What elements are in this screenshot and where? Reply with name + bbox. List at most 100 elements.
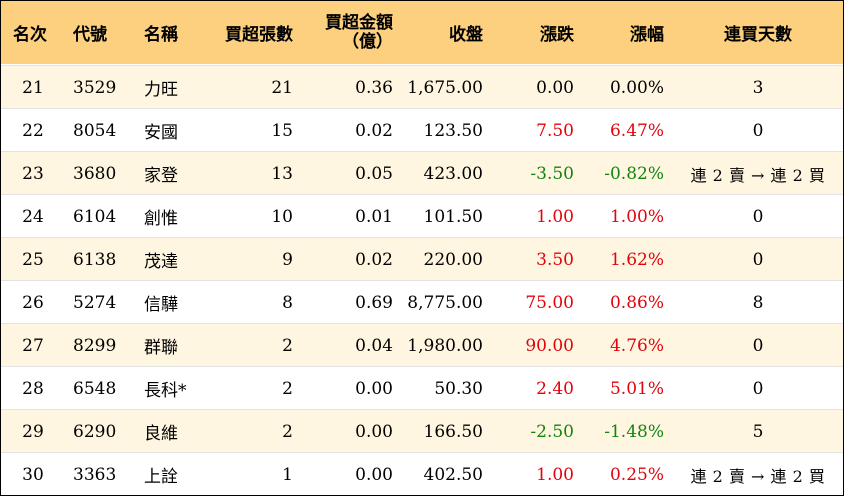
rank-cell: 29 bbox=[22, 421, 44, 442]
rank-cell: 30 bbox=[22, 464, 44, 485]
consecutive-days-cell: 0 bbox=[752, 120, 764, 141]
net-buy-amount-cell: 0.01 bbox=[355, 206, 393, 227]
header-net-buy-amount: 買超金額 （億） bbox=[301, 1, 393, 64]
net-buy-amount-cell: 0.69 bbox=[355, 292, 393, 313]
header-change: 漲跌 bbox=[540, 25, 574, 45]
change-pct-cell: 0.25% bbox=[609, 464, 664, 485]
header-rank: 名次 bbox=[13, 25, 47, 45]
change-pct-cell: 5.01% bbox=[609, 378, 664, 399]
net-buy-lots-cell: 15 bbox=[271, 120, 293, 141]
net-buy-amount-cell: 0.00 bbox=[355, 421, 393, 442]
header-net-buy-amount-line2: （億） bbox=[342, 31, 393, 52]
table-row: 23 3680 家登 13 0.05 423.00 -3.50 -0.82% 連 2 賣 → 連… bbox=[1, 151, 843, 195]
net-buy-lots-cell: 9 bbox=[282, 249, 293, 270]
net-buy-lots-cell: 8 bbox=[282, 292, 293, 313]
code-cell: 8054 bbox=[73, 120, 117, 141]
change-cell: 2.40 bbox=[536, 378, 574, 399]
change-cell: 3.50 bbox=[536, 249, 574, 270]
net-buy-amount-cell: 0.00 bbox=[355, 464, 393, 485]
name-cell: 上詮 bbox=[144, 467, 178, 487]
name-cell: 創惟 bbox=[144, 209, 178, 229]
table-row: 27 8299 群聯 2 0.04 1,980.00 90.00 4.76% 0 bbox=[1, 323, 843, 367]
code-cell: 6548 bbox=[73, 378, 117, 399]
net-buy-lots-cell: 2 bbox=[282, 378, 293, 399]
table-row: 24 6104 創惟 10 0.01 101.50 1.00 1.00% 0 bbox=[1, 194, 843, 238]
code-cell: 3529 bbox=[73, 77, 117, 98]
name-cell: 家登 bbox=[144, 166, 178, 186]
table-row: 25 6138 茂達 9 0.02 220.00 3.50 1.62% 0 bbox=[1, 237, 843, 281]
close-price-cell: 101.50 bbox=[423, 206, 483, 227]
name-cell: 信驊 bbox=[144, 295, 178, 315]
header-code: 代號 bbox=[73, 25, 107, 45]
code-cell: 3363 bbox=[73, 464, 117, 485]
table-row: 21 3529 力旺 21 0.36 1,675.00 0.00 0.00% 3 bbox=[1, 65, 843, 109]
close-price-cell: 1,980.00 bbox=[407, 335, 483, 356]
net-buy-amount-cell: 0.02 bbox=[355, 120, 393, 141]
close-price-cell: 402.50 bbox=[423, 464, 483, 485]
change-pct-cell: 4.76% bbox=[609, 335, 664, 356]
code-cell: 6138 bbox=[73, 249, 117, 270]
consecutive-days-cell: 0 bbox=[752, 378, 764, 399]
consecutive-days-cell: 0 bbox=[752, 206, 764, 227]
consecutive-days-cell: 3 bbox=[752, 77, 764, 98]
code-cell: 6104 bbox=[73, 206, 117, 227]
net-buy-lots-cell: 21 bbox=[271, 77, 293, 98]
name-cell: 茂達 bbox=[144, 252, 178, 272]
table-row: 30 3363 上詮 1 0.00 402.50 1.00 0.25% 連 2 賣 → 連 2 … bbox=[1, 452, 843, 495]
table-row: 22 8054 安國 15 0.02 123.50 7.50 6.47% 0 bbox=[1, 108, 843, 152]
change-pct-cell: 1.62% bbox=[609, 249, 664, 270]
net-buy-amount-cell: 0.36 bbox=[355, 77, 393, 98]
change-cell: 90.00 bbox=[525, 335, 574, 356]
name-cell: 群聯 bbox=[144, 338, 178, 358]
consecutive-days-cell: 0 bbox=[752, 249, 764, 270]
header-name: 名稱 bbox=[144, 25, 178, 45]
net-buy-amount-cell: 0.02 bbox=[355, 249, 393, 270]
close-price-cell: 220.00 bbox=[423, 249, 483, 270]
net-buy-lots-cell: 13 bbox=[271, 163, 293, 184]
change-cell: 75.00 bbox=[525, 292, 574, 313]
code-cell: 8299 bbox=[73, 335, 117, 356]
rank-cell: 28 bbox=[22, 378, 44, 399]
net-buy-lots-cell: 10 bbox=[271, 206, 293, 227]
consecutive-days-cell: 連 2 賣 → 連 2 買 bbox=[690, 466, 826, 486]
table-row: 28 6548 長科* 2 0.00 50.30 2.40 5.01% 0 bbox=[1, 366, 843, 410]
net-buy-amount-cell: 0.05 bbox=[355, 163, 393, 184]
change-pct-cell: -0.82% bbox=[604, 163, 664, 184]
rank-cell: 22 bbox=[22, 120, 44, 141]
consecutive-days-cell: 5 bbox=[752, 421, 764, 442]
net-buy-lots-cell: 1 bbox=[282, 464, 293, 485]
close-price-cell: 423.00 bbox=[423, 163, 483, 184]
change-pct-cell: 0.86% bbox=[609, 292, 664, 313]
table-header-row: 名次 代號 名稱 買超張數 買超金額 （億） 收盤 漲跌 漲幅 連買天數 bbox=[1, 1, 843, 64]
header-net-buy-amount-line1: 買超金額 bbox=[325, 12, 393, 33]
rank-cell: 26 bbox=[22, 292, 44, 313]
change-cell: 1.00 bbox=[536, 464, 574, 485]
close-price-cell: 8,775.00 bbox=[407, 292, 483, 313]
net-buy-amount-cell: 0.00 bbox=[355, 378, 393, 399]
consecutive-days-cell: 連 2 賣 → 連 2 買 bbox=[690, 165, 826, 185]
rank-cell: 25 bbox=[22, 249, 44, 270]
header-consecutive-days: 連買天數 bbox=[724, 25, 792, 45]
name-cell: 長科* bbox=[144, 381, 187, 401]
net-buy-lots-cell: 2 bbox=[282, 335, 293, 356]
name-cell: 力旺 bbox=[144, 80, 178, 100]
change-cell: 7.50 bbox=[536, 120, 574, 141]
close-price-cell: 123.50 bbox=[423, 120, 483, 141]
consecutive-days-cell: 0 bbox=[752, 335, 764, 356]
header-change-pct: 漲幅 bbox=[630, 25, 664, 45]
header-close: 收盤 bbox=[449, 25, 483, 45]
change-pct-cell: 1.00% bbox=[609, 206, 664, 227]
change-pct-cell: 6.47% bbox=[609, 120, 664, 141]
close-price-cell: 50.30 bbox=[434, 378, 483, 399]
code-cell: 6290 bbox=[73, 421, 117, 442]
change-cell: 0.00 bbox=[536, 77, 574, 98]
rank-cell: 23 bbox=[22, 163, 44, 184]
rank-cell: 27 bbox=[22, 335, 44, 356]
change-cell: 1.00 bbox=[536, 206, 574, 227]
rank-cell: 21 bbox=[22, 77, 44, 98]
header-net-buy-lots: 買超張數 bbox=[225, 25, 293, 45]
name-cell: 安國 bbox=[144, 123, 178, 143]
change-pct-cell: 0.00% bbox=[609, 77, 664, 98]
consecutive-days-cell: 8 bbox=[752, 292, 764, 313]
